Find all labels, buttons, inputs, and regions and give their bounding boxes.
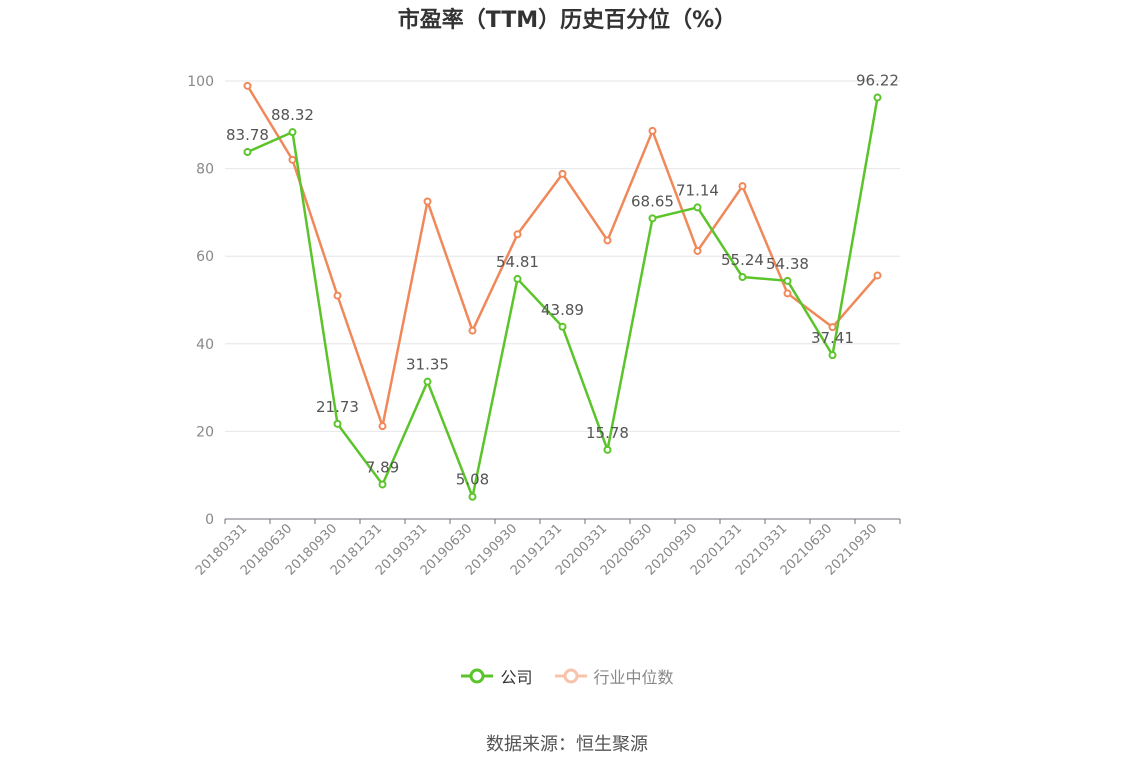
data-point: [558, 322, 567, 331]
data-point: [603, 445, 612, 454]
data-label: 83.78: [226, 126, 269, 144]
y-tick-label: 20: [196, 424, 214, 440]
source-note: 数据来源：恒生聚源: [486, 734, 648, 755]
y-tick-label: 60: [196, 249, 214, 265]
series-line-0: [246, 97, 879, 498]
data-point: [558, 169, 567, 178]
legend-item-industry[interactable]: 行业中位数: [554, 664, 674, 688]
data-point: [828, 323, 837, 332]
data-point: [333, 291, 342, 300]
legend-label-company: 公司: [500, 668, 533, 687]
data-point: [828, 351, 837, 360]
data-point: [603, 236, 612, 245]
data-label: 37.41: [811, 329, 854, 347]
data-point: [378, 422, 387, 431]
y-tick-label: 40: [196, 337, 214, 353]
data-point: [423, 377, 432, 386]
data-point: [873, 93, 882, 102]
chart-title: 市盈率（TTM）历史百分位（%）: [397, 8, 737, 33]
data-point: [423, 197, 432, 206]
data-point: [873, 271, 882, 280]
legend-label-industry: 行业中位数: [593, 668, 674, 687]
data-point: [648, 126, 657, 135]
data-point: [288, 155, 297, 164]
series-layer: [243, 81, 882, 501]
data-point: [783, 276, 792, 285]
data-point: [288, 128, 297, 137]
data-point: [468, 326, 477, 335]
x-axis: 2018033120180630201809302018123120190331…: [193, 518, 901, 579]
y-tick-label: 80: [196, 162, 214, 178]
legend-company-swatch-icon: [461, 668, 494, 684]
data-point: [378, 480, 387, 489]
data-label: 68.65: [631, 192, 674, 210]
grid-lines: [225, 80, 900, 432]
data-point: [243, 81, 252, 90]
y-tick-label: 0: [205, 512, 214, 528]
data-point: [513, 274, 522, 283]
data-label: 55.24: [721, 251, 764, 269]
legend-industry-swatch-icon: [554, 668, 587, 684]
data-point: [333, 419, 342, 428]
data-point: [738, 273, 747, 282]
data-point: [513, 230, 522, 239]
data-label: 71.14: [676, 181, 719, 199]
y-tick-label: 100: [187, 74, 214, 90]
data-label: 54.81: [496, 253, 539, 271]
y-axis: 0 20 40 60 80 100: [187, 74, 214, 528]
legend: 公司 行业中位数: [0, 664, 1134, 688]
data-point: [738, 182, 747, 191]
data-label: 88.32: [271, 106, 314, 124]
data-point: [693, 246, 702, 255]
data-point: [693, 203, 702, 212]
line-chart: 0 20 40 60 80 100 201803312018063020180930201…: [187, 72, 901, 579]
data-label: 43.89: [541, 301, 584, 319]
data-label: 7.89: [366, 458, 399, 476]
data-label: 21.73: [316, 398, 359, 416]
data-point: [243, 148, 252, 157]
data-label: 5.08: [456, 471, 489, 489]
data-label: 96.22: [856, 72, 899, 90]
data-label: 31.35: [406, 356, 449, 374]
data-point: [783, 289, 792, 298]
legend-item-company[interactable]: 公司: [460, 664, 532, 688]
data-label: 54.38: [766, 255, 809, 273]
data-point: [648, 214, 657, 223]
data-point: [468, 492, 477, 501]
data-label: 15.78: [586, 424, 629, 442]
